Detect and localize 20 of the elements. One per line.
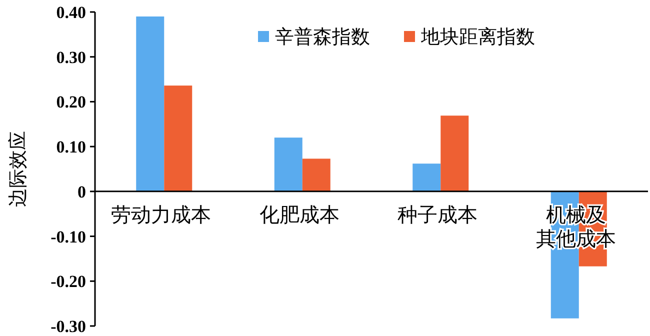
bar [302,158,330,192]
bar [274,138,302,192]
y-tick-label: -0.10 [50,227,86,246]
y-tick-label: -0.20 [50,272,86,292]
legend-label: 地块距离指数 [420,26,535,48]
y-tick-label: 0 [78,182,86,202]
bar [136,16,164,192]
x-tick-label: 化肥成本 [259,204,340,226]
legend-label: 辛普森指数 [275,26,370,48]
y-tick-label: 0.10 [56,138,86,157]
y-tick-label: -0.30 [50,317,86,336]
y-tick-label: 0.20 [56,92,86,112]
bar [412,164,441,192]
bar [164,86,192,192]
y-tick-label: 0.30 [56,48,86,67]
x-tick-label: 种子成本 [398,204,478,226]
y-axis-title: 边际效应 [7,131,29,207]
y-tick-label: 0.40 [56,3,86,22]
x-tick-label: 劳动力成本 [111,204,212,226]
bar [440,116,469,192]
